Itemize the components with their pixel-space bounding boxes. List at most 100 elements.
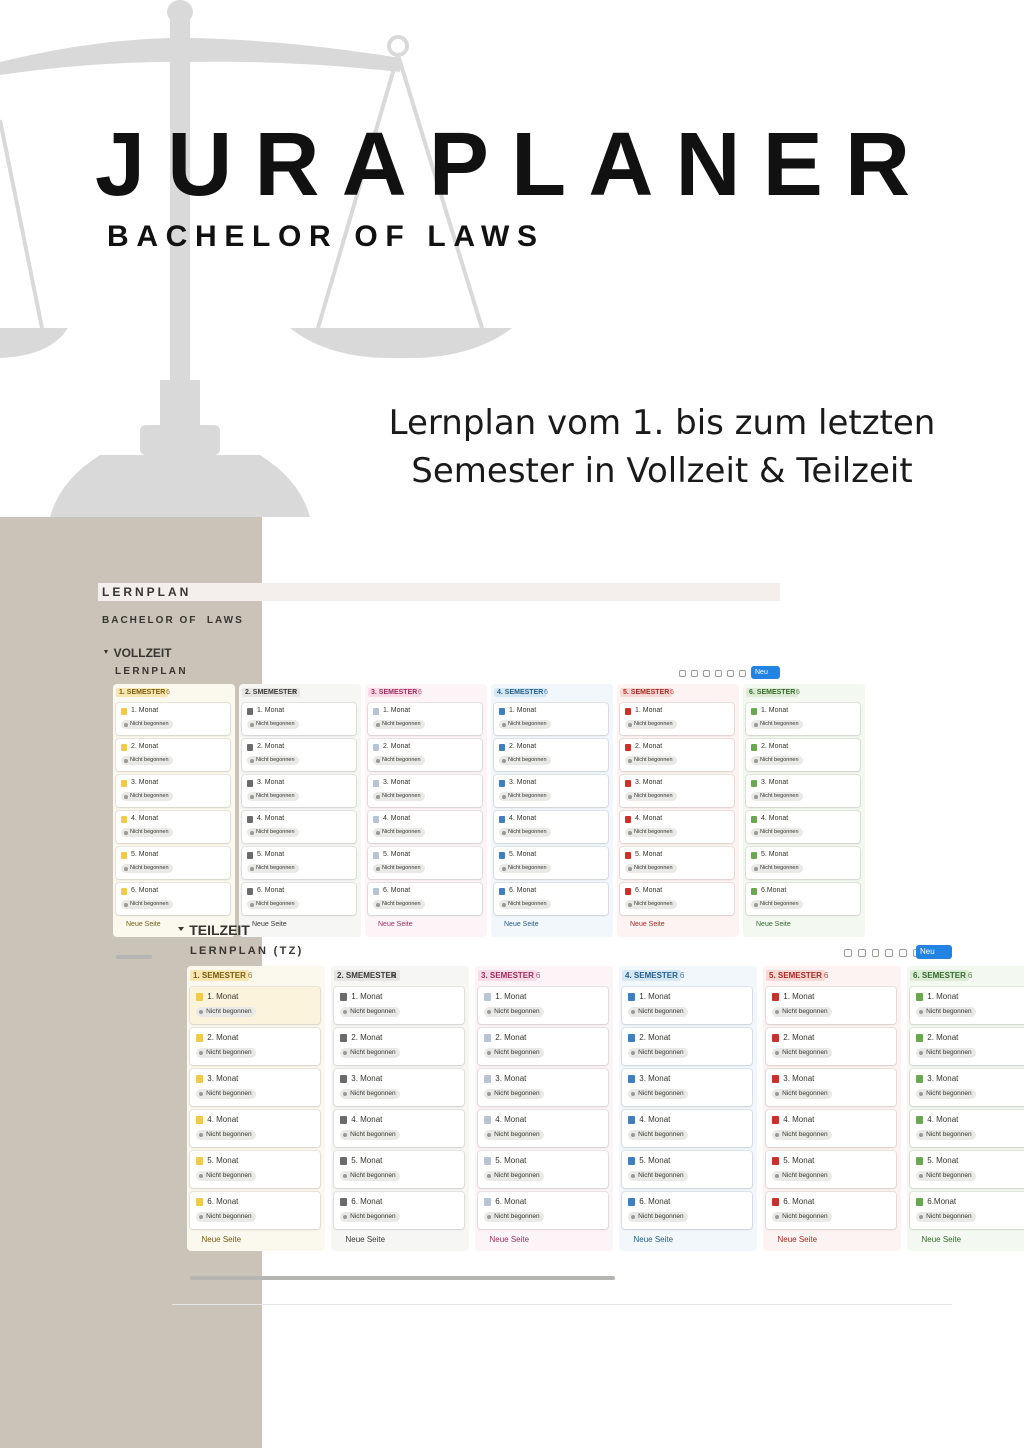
card[interactable]: 2. Monat Nicht begonnen bbox=[478, 1028, 608, 1065]
card[interactable]: 5. Monat Nicht begonnen bbox=[190, 1151, 320, 1188]
card[interactable]: 5. Monat Nicht begonnen bbox=[494, 847, 608, 879]
card[interactable]: 6.Monat Nicht begonnen bbox=[746, 883, 860, 915]
card[interactable]: 2. Monat Nicht begonnen bbox=[368, 739, 482, 771]
card[interactable]: 3. Monat Nicht begonnen bbox=[242, 775, 356, 807]
card[interactable]: 6. Monat Nicht begonnen bbox=[116, 883, 230, 915]
card[interactable]: 4. Monat Nicht begonnen bbox=[622, 1110, 752, 1147]
card-title: 6. Monat bbox=[635, 887, 663, 894]
card[interactable]: 5. Monat Nicht begonnen bbox=[910, 1151, 1024, 1188]
card[interactable]: 5. Monat Nicht begonnen bbox=[746, 847, 860, 879]
card[interactable]: 1. Monat Nicht begonnen bbox=[766, 987, 896, 1024]
card[interactable]: 3. Monat Nicht begonnen bbox=[910, 1069, 1024, 1106]
card[interactable]: 1. Monat Nicht begonnen bbox=[622, 987, 752, 1024]
card[interactable]: 1. Monat Nicht begonnen bbox=[368, 703, 482, 735]
card[interactable]: 1. Monat Nicht begonnen bbox=[334, 987, 464, 1024]
card[interactable]: 4. Monat Nicht begonnen bbox=[746, 811, 860, 843]
card[interactable]: 4. Monat Nicht begonnen bbox=[620, 811, 734, 843]
card[interactable]: 2. Monat Nicht begonnen bbox=[910, 1028, 1024, 1065]
new-page-button[interactable]: Neue Seite bbox=[504, 921, 539, 928]
status-pill: Nicht begonnen bbox=[121, 828, 173, 837]
new-page-button[interactable]: Neue Seite bbox=[345, 1235, 386, 1244]
card[interactable]: 6. Monat Nicht begonnen bbox=[242, 883, 356, 915]
card[interactable]: 4. Monat Nicht begonnen bbox=[478, 1110, 608, 1147]
card[interactable]: 6. Monat Nicht begonnen bbox=[334, 1192, 464, 1229]
card[interactable]: 4. Monat Nicht begonnen bbox=[368, 811, 482, 843]
card[interactable]: 1. Monat Nicht begonnen bbox=[242, 703, 356, 735]
new-page-button[interactable]: Neue Seite bbox=[777, 1235, 818, 1244]
card[interactable]: 5. Monat Nicht begonnen bbox=[242, 847, 356, 879]
card[interactable]: 6. Monat Nicht begonnen bbox=[190, 1192, 320, 1229]
column-count: 6 bbox=[418, 689, 422, 696]
status-pill: Nicht begonnen bbox=[373, 720, 425, 729]
card[interactable]: 5. Monat Nicht begonnen bbox=[116, 847, 230, 879]
card[interactable]: 6. Monat Nicht begonnen bbox=[620, 883, 734, 915]
status-dot bbox=[343, 1091, 348, 1096]
new-page-button[interactable]: Neue Seite bbox=[201, 1235, 242, 1244]
status-pill: Nicht begonnen bbox=[751, 828, 803, 837]
card[interactable]: 5. Monat Nicht begonnen bbox=[620, 847, 734, 879]
card[interactable]: 2. Monat Nicht begonnen bbox=[494, 739, 608, 771]
card-title: 1. Monat bbox=[351, 991, 383, 1001]
new-page-button[interactable]: Neue Seite bbox=[921, 1235, 962, 1244]
card-title: 4. Monat bbox=[639, 1114, 671, 1124]
card[interactable]: 4. Monat Nicht begonnen bbox=[190, 1110, 320, 1147]
card[interactable]: 1. Monat Nicht begonnen bbox=[494, 703, 608, 735]
card[interactable]: 4. Monat Nicht begonnen bbox=[766, 1110, 896, 1147]
card-title: 2. Monat bbox=[351, 1032, 383, 1042]
status-dot bbox=[775, 1091, 780, 1096]
card[interactable]: 3. Monat Nicht begonnen bbox=[620, 775, 734, 807]
card[interactable]: 3. Monat Nicht begonnen bbox=[766, 1069, 896, 1106]
card[interactable]: 2. Monat Nicht begonnen bbox=[746, 739, 860, 771]
card[interactable]: 3. Monat Nicht begonnen bbox=[116, 775, 230, 807]
card[interactable]: 6. Monat Nicht begonnen bbox=[494, 883, 608, 915]
new-page-button[interactable]: Neue Seite bbox=[489, 1235, 530, 1244]
new-page-button[interactable]: Neue Seite bbox=[756, 921, 791, 928]
new-button[interactable]: Neu bbox=[751, 666, 780, 679]
card[interactable]: 5. Monat Nicht begonnen bbox=[622, 1151, 752, 1188]
card[interactable]: 3. Monat Nicht begonnen bbox=[334, 1069, 464, 1106]
new-page-button[interactable]: Neue Seite bbox=[630, 921, 665, 928]
card[interactable]: 3. Monat Nicht begonnen bbox=[368, 775, 482, 807]
card[interactable]: 5. Monat Nicht begonnen bbox=[368, 847, 482, 879]
card[interactable]: 3. Monat Nicht begonnen bbox=[622, 1069, 752, 1106]
card[interactable]: 1. Monat Nicht begonnen bbox=[620, 703, 734, 735]
status-pill: Nicht begonnen bbox=[195, 1006, 257, 1017]
status-pill: Nicht begonnen bbox=[121, 792, 173, 801]
new-page-button[interactable]: Neue Seite bbox=[378, 921, 413, 928]
card-icon bbox=[627, 1156, 635, 1165]
card[interactable]: 6. Monat Nicht begonnen bbox=[478, 1192, 608, 1229]
card[interactable]: 1. Monat Nicht begonnen bbox=[116, 703, 230, 735]
card[interactable]: 4. Monat Nicht begonnen bbox=[116, 811, 230, 843]
card[interactable]: 3. Monat Nicht begonnen bbox=[494, 775, 608, 807]
card[interactable]: 6. Monat Nicht begonnen bbox=[766, 1192, 896, 1229]
card[interactable]: 2. Monat Nicht begonnen bbox=[242, 739, 356, 771]
card[interactable]: 4. Monat Nicht begonnen bbox=[334, 1110, 464, 1147]
card[interactable]: 1. Monat Nicht begonnen bbox=[478, 987, 608, 1024]
card[interactable]: 4. Monat Nicht begonnen bbox=[910, 1110, 1024, 1147]
card[interactable]: 4. Monat Nicht begonnen bbox=[494, 811, 608, 843]
card[interactable]: 1. Monat Nicht begonnen bbox=[910, 987, 1024, 1024]
card[interactable]: 3. Monat Nicht begonnen bbox=[478, 1069, 608, 1106]
card[interactable]: 2. Monat Nicht begonnen bbox=[190, 1028, 320, 1065]
card[interactable]: 2. Monat Nicht begonnen bbox=[766, 1028, 896, 1065]
card[interactable]: 3. Monat Nicht begonnen bbox=[746, 775, 860, 807]
card-title: 4. Monat bbox=[783, 1114, 815, 1124]
card[interactable]: 2. Monat Nicht begonnen bbox=[116, 739, 230, 771]
card[interactable]: 4. Monat Nicht begonnen bbox=[242, 811, 356, 843]
new-page-button[interactable]: Neue Seite bbox=[126, 921, 161, 928]
card[interactable]: 6. Monat Nicht begonnen bbox=[368, 883, 482, 915]
card[interactable]: 2. Monat Nicht begonnen bbox=[334, 1028, 464, 1065]
card[interactable]: 5. Monat Nicht begonnen bbox=[478, 1151, 608, 1188]
new-page-button[interactable]: Neue Seite bbox=[633, 1235, 674, 1244]
new-button[interactable]: Neu bbox=[916, 945, 952, 959]
card[interactable]: 5. Monat Nicht begonnen bbox=[334, 1151, 464, 1188]
card[interactable]: 6. Monat Nicht begonnen bbox=[622, 1192, 752, 1229]
card[interactable]: 5. Monat Nicht begonnen bbox=[766, 1151, 896, 1188]
card[interactable]: 1. Monat Nicht begonnen bbox=[190, 987, 320, 1024]
card[interactable]: 3. Monat Nicht begonnen bbox=[190, 1069, 320, 1106]
card[interactable]: 6.Monat Nicht begonnen bbox=[910, 1192, 1024, 1229]
card[interactable]: 2. Monat Nicht begonnen bbox=[620, 739, 734, 771]
card[interactable]: 1. Monat Nicht begonnen bbox=[746, 703, 860, 735]
card[interactable]: 2. Monat Nicht begonnen bbox=[622, 1028, 752, 1065]
new-page-button[interactable]: Neue Seite bbox=[252, 921, 287, 928]
